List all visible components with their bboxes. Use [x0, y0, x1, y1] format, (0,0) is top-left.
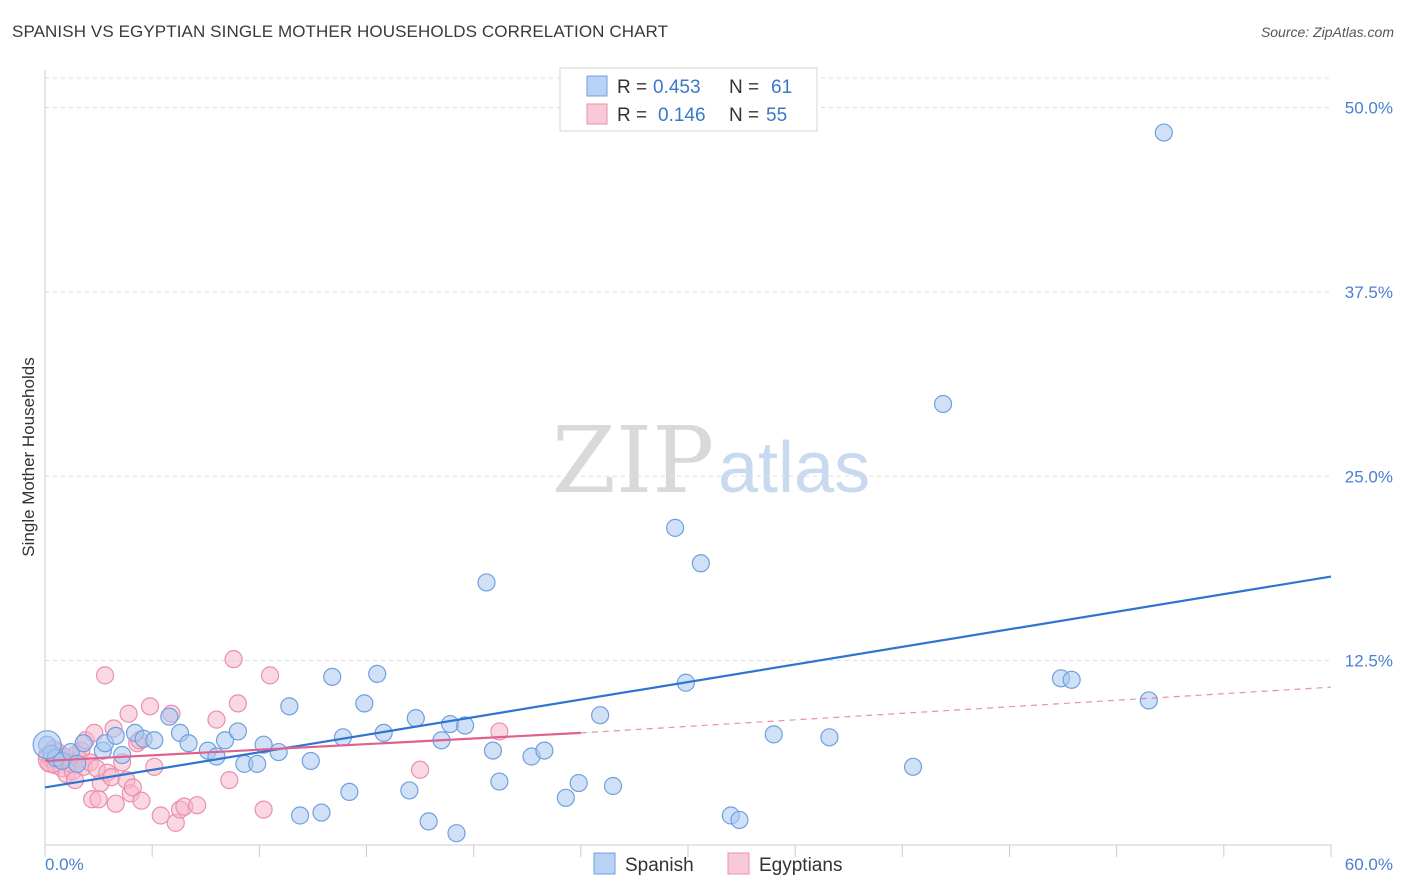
spanish-point: [301, 751, 320, 771]
spanish-point: [1154, 123, 1173, 142]
watermark-zip: ZIP: [552, 407, 714, 514]
egyptians-point: [260, 666, 280, 685]
spanish-point: [820, 728, 839, 747]
y-tick-label: 37.5%: [1345, 283, 1393, 302]
legend-egyptians-swatch: [586, 103, 608, 125]
spanish-point: [535, 741, 554, 760]
spanish-point: [312, 803, 331, 822]
legend-spanish-r-value: 0.453: [653, 77, 701, 98]
egyptians-point: [145, 757, 164, 776]
spanish-point-large: [32, 730, 62, 760]
egyptians-point: [140, 697, 160, 716]
legend-spanish-swatch: [586, 75, 608, 97]
legend-egyptians-n-value: 55: [766, 105, 787, 126]
spanish-point: [106, 726, 125, 745]
spanish-point: [248, 754, 267, 773]
egyptians-point: [89, 790, 108, 809]
egyptians-point: [95, 666, 115, 685]
spanish-point: [340, 782, 359, 802]
egyptians-point: [123, 778, 142, 797]
spanish-point: [556, 788, 575, 807]
legend-spanish-n-label: N =: [729, 77, 759, 98]
x-tick-label-min: 0.0%: [45, 855, 84, 874]
spanish-point: [764, 725, 783, 744]
egyptians-point: [220, 770, 239, 790]
spanish-point: [730, 810, 749, 830]
spanish-trend-line: [44, 575, 1332, 789]
egyptians-trend-line: [44, 731, 581, 763]
egyptians-point: [254, 800, 273, 819]
egyptians-point: [410, 760, 430, 779]
egyptians-trend-line-extension: [580, 686, 1332, 734]
spanish-point: [355, 694, 374, 713]
legend-spanish-r-label: R =: [617, 77, 647, 98]
gridlines: [45, 77, 1331, 662]
spanish-point: [160, 707, 179, 726]
spanish-point: [228, 722, 247, 741]
bottom-legend-egyptians-swatch: [727, 852, 750, 875]
spanish-point: [569, 773, 588, 793]
egyptians-point: [224, 650, 243, 669]
spanish-point: [280, 697, 299, 716]
egyptians-point: [132, 791, 151, 810]
spanish-point: [400, 781, 419, 800]
spanish-points: [32, 123, 1173, 843]
spanish-point: [406, 709, 425, 728]
egyptians-point: [151, 806, 170, 825]
spanish-point: [483, 741, 503, 760]
spanish-point: [1062, 670, 1081, 689]
spanish-point: [603, 776, 623, 796]
bottom-legend-egyptians-label: Egyptians: [759, 855, 842, 876]
chart-title: SPANISH VS EGYPTIAN SINGLE MOTHER HOUSEH…: [12, 22, 669, 41]
spanish-point: [477, 573, 496, 592]
legend-egyptians-r-value: 0.146: [658, 105, 706, 126]
legend-egyptians-n-label: N =: [729, 105, 759, 126]
x-tick-label-max: 60.0%: [1345, 855, 1393, 874]
spanish-point: [113, 745, 132, 765]
legend: R = 0.453 N = 61 R = 0.146 N = 55: [559, 67, 818, 132]
spanish-point: [440, 714, 460, 734]
spanish-point: [903, 757, 923, 776]
bottom-legend-spanish-swatch: [593, 852, 616, 875]
spanish-point: [145, 731, 164, 750]
spanish-point: [179, 734, 198, 753]
egyptians-point: [207, 710, 226, 729]
bottom-legend: Spanish Egyptians: [593, 852, 842, 876]
legend-spanish-n-value: 61: [771, 77, 792, 98]
spanish-point: [591, 706, 610, 725]
y-tick-label: 12.5%: [1345, 652, 1393, 671]
trend-lines: [44, 575, 1332, 789]
legend-egyptians-r-label: R =: [617, 105, 647, 126]
spanish-point: [933, 394, 953, 414]
spanish-point: [74, 734, 93, 753]
spanish-point: [419, 812, 438, 831]
y-axis-label: Single Mother Households: [19, 357, 38, 556]
spanish-point: [447, 824, 466, 843]
y-tick-labels: 12.5% 25.0% 37.5% 50.0%: [1345, 99, 1393, 671]
spanish-point: [323, 667, 342, 686]
egyptians-point: [106, 794, 125, 813]
egyptians-point: [490, 722, 509, 741]
egyptians-point: [119, 704, 138, 723]
spanish-point: [215, 731, 235, 750]
spanish-point: [490, 772, 509, 791]
spanish-point: [269, 742, 288, 762]
x-axis-ticks: [44, 845, 1332, 857]
spanish-point: [691, 554, 710, 573]
spanish-point: [455, 716, 475, 735]
spanish-point: [1139, 691, 1158, 710]
spanish-point: [368, 664, 387, 684]
egyptians-point: [228, 694, 247, 713]
egyptians-point: [188, 796, 207, 815]
y-tick-label: 50.0%: [1345, 99, 1393, 118]
spanish-point: [666, 518, 685, 537]
watermark-atlas: atlas: [718, 428, 870, 508]
bottom-legend-spanish-label: Spanish: [625, 855, 694, 876]
y-tick-label: 25.0%: [1345, 467, 1393, 486]
spanish-point: [290, 806, 310, 825]
source-label: Source: ZipAtlas.com: [1260, 24, 1394, 40]
